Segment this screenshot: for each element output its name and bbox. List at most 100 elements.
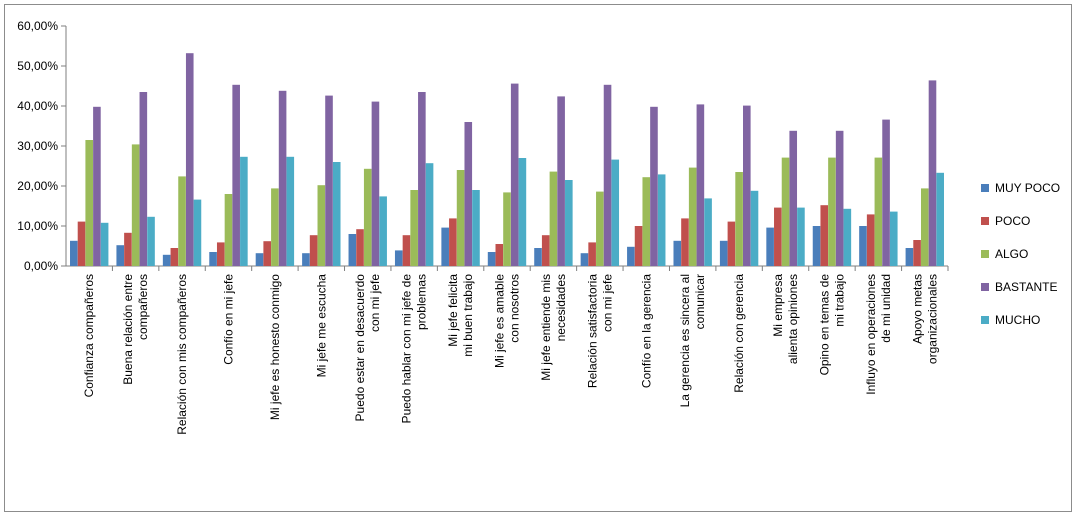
bar-mucho bbox=[565, 180, 573, 266]
bar-algo bbox=[642, 177, 651, 266]
bar-bastante bbox=[464, 122, 473, 266]
category-label: Puedo hablar con mi jefe deproblemas bbox=[400, 274, 429, 424]
bar-bastante bbox=[743, 105, 751, 266]
bar-mucho bbox=[286, 156, 295, 266]
bar-algo bbox=[271, 188, 279, 266]
bar-muy-poco bbox=[534, 248, 542, 266]
category-label: Mi jefe felicitami buen trabajo bbox=[446, 274, 475, 357]
bar-algo bbox=[317, 185, 326, 266]
bar-algo bbox=[828, 157, 836, 266]
category-label: Relación con mis compañeros bbox=[175, 274, 189, 435]
category-label-line: organizacionales bbox=[925, 274, 939, 364]
category-label-line: Mi empresa bbox=[771, 274, 785, 337]
bars bbox=[70, 53, 944, 267]
bar-muy-poco bbox=[673, 240, 682, 266]
bar-mucho bbox=[843, 208, 852, 266]
bar-mucho bbox=[240, 156, 248, 266]
bar-bastante bbox=[603, 84, 612, 266]
category-label-line: de mi unidad bbox=[879, 274, 893, 343]
category-label-line: con mi jefe bbox=[600, 274, 614, 332]
bar-bastante bbox=[139, 92, 148, 266]
legend-swatch bbox=[981, 217, 989, 225]
category-label: Relación satisfactoriacon mi jefe bbox=[585, 274, 614, 388]
bar-muy-poco bbox=[116, 245, 125, 266]
bar-mucho bbox=[147, 216, 155, 266]
category-label: Mi jefe es amablecon nosotros bbox=[493, 274, 522, 368]
bar-mucho bbox=[750, 190, 759, 266]
bar-mucho bbox=[379, 196, 387, 266]
category-label: Buena relación entrecompañeros bbox=[121, 274, 150, 385]
bar-bastante bbox=[371, 101, 380, 266]
bar-algo bbox=[596, 191, 604, 266]
legend-swatch bbox=[981, 283, 989, 291]
category-label-line: mi trabajo bbox=[832, 274, 846, 327]
category-label: Mi jefe me escucha bbox=[314, 274, 328, 378]
bar-muy-poco bbox=[719, 240, 728, 266]
bar-poco bbox=[309, 235, 318, 266]
bar-mucho bbox=[611, 159, 620, 266]
category-label: Confío en la gerencia bbox=[639, 274, 653, 388]
category-label-line: Opino en temas de bbox=[817, 274, 831, 376]
bar-muy-poco bbox=[394, 250, 403, 266]
bar-muy-poco bbox=[70, 240, 78, 266]
bar-poco bbox=[774, 207, 782, 266]
legend-label: BASTANTE bbox=[995, 280, 1057, 294]
bar-poco bbox=[820, 205, 829, 266]
category-label-line: Relación con gerencia bbox=[732, 274, 746, 393]
y-tick-label: 30,00% bbox=[17, 139, 58, 153]
bar-muy-poco bbox=[162, 254, 171, 266]
bar-bastante bbox=[418, 92, 426, 266]
axes: 0,00% 10,00% 20,00% 30,00% 40,00% 50,00% 60,00… bbox=[17, 19, 949, 273]
category-label: Puedo estar en desacuerdocon mi jefe bbox=[353, 274, 382, 422]
bar-mucho bbox=[889, 211, 898, 266]
y-tick-label: 10,00% bbox=[17, 219, 58, 233]
bar-poco bbox=[263, 241, 271, 266]
bar-poco bbox=[866, 214, 875, 266]
bar-mucho bbox=[332, 162, 341, 266]
category-label-line: Relación con mis compañeros bbox=[175, 274, 189, 435]
category-label: La gerencia es sincera alcomunicar bbox=[678, 274, 707, 407]
bar-mucho bbox=[193, 199, 202, 266]
bar-algo bbox=[85, 140, 94, 266]
bar-poco bbox=[727, 221, 736, 266]
bar-bastante bbox=[928, 80, 937, 267]
category-label: Influyo en operacionesde mi unidad bbox=[864, 274, 893, 395]
bar-bastante bbox=[93, 106, 101, 266]
bar-poco bbox=[170, 248, 179, 266]
category-label-line: Puedo estar en desacuerdo bbox=[353, 274, 367, 422]
bar-bastante bbox=[232, 84, 240, 266]
legend: MUY POCO POCO ALGO BASTANTE MUCHO bbox=[981, 181, 1060, 327]
category-label-line: Confío en la gerencia bbox=[639, 274, 653, 388]
bar-poco bbox=[356, 229, 364, 266]
bar-algo bbox=[549, 171, 558, 266]
bar-muy-poco bbox=[580, 253, 589, 266]
category-label-line: Mi jefe felicita bbox=[446, 274, 460, 347]
bar-algo bbox=[178, 176, 186, 266]
y-tick-label: 0,00% bbox=[24, 259, 58, 273]
bar-mucho bbox=[425, 163, 434, 266]
bar-bastante bbox=[325, 95, 333, 266]
bar-mucho bbox=[100, 222, 109, 266]
bar-algo bbox=[224, 194, 233, 266]
bar-algo bbox=[874, 157, 883, 266]
category-label-line: Influyo en operaciones bbox=[864, 274, 878, 395]
bar-mucho bbox=[518, 158, 527, 266]
bar-poco bbox=[124, 232, 132, 266]
bar-poco bbox=[541, 235, 550, 266]
bar-poco bbox=[681, 218, 689, 266]
bar-muy-poco bbox=[255, 253, 264, 266]
bar-bastante bbox=[789, 130, 798, 266]
bar-muy-poco bbox=[348, 234, 357, 266]
bar-poco bbox=[216, 242, 225, 266]
category-label: Confianza compañeros bbox=[82, 274, 96, 397]
category-label-line: Relación satisfactoria bbox=[585, 274, 599, 388]
category-label-line: con mi jefe bbox=[368, 274, 382, 332]
bar-bastante bbox=[510, 83, 519, 266]
category-label-line: comunicar bbox=[693, 274, 707, 329]
bar-algo bbox=[735, 172, 743, 266]
category-label-line: Confianza compañeros bbox=[82, 274, 96, 397]
y-tick-label: 50,00% bbox=[17, 59, 58, 73]
bar-poco bbox=[402, 235, 411, 266]
category-label: Confío en mi jefe bbox=[221, 274, 235, 365]
